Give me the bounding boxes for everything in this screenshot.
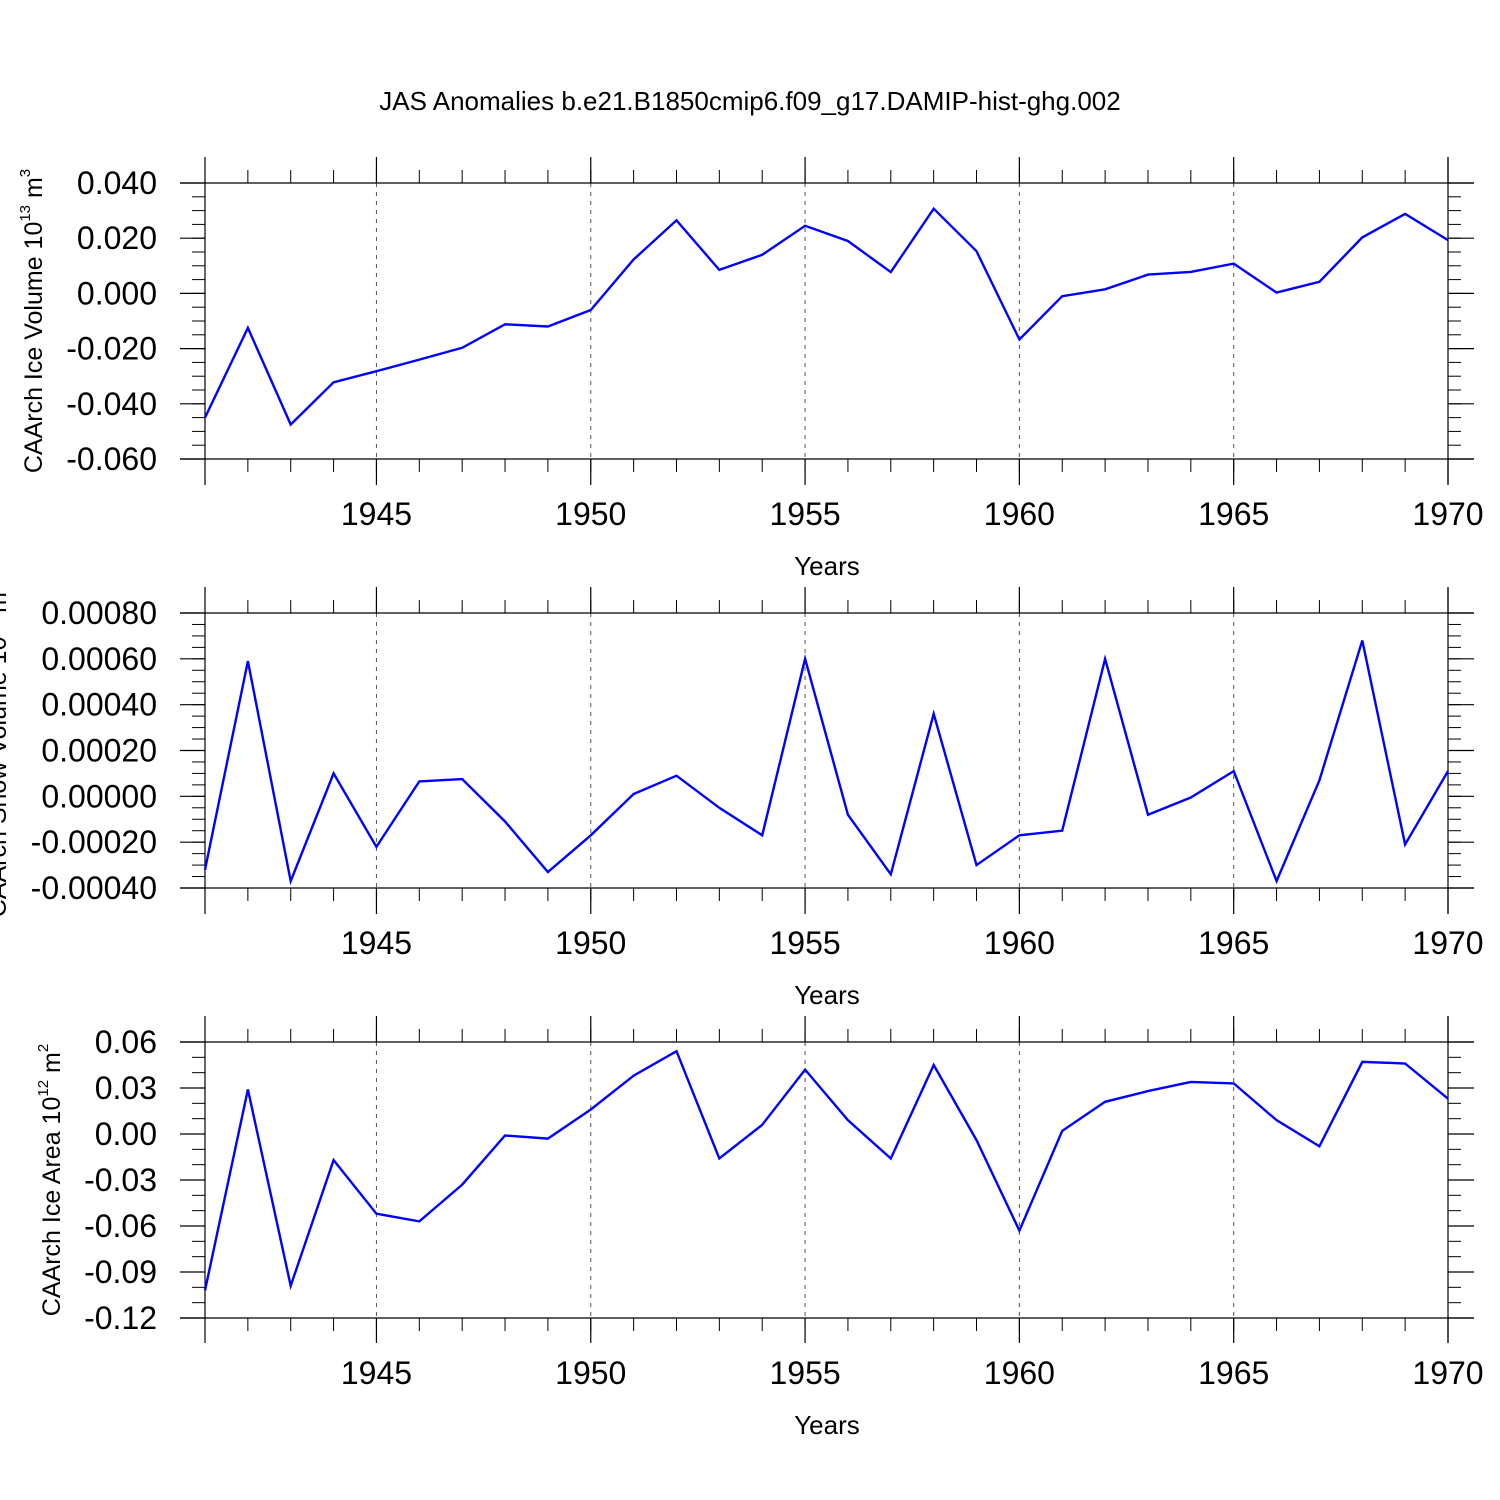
y-tick-label: -0.00040 xyxy=(31,870,157,906)
x-tick-label: 1950 xyxy=(555,1355,626,1391)
y-tick-label: 0.040 xyxy=(77,165,157,201)
y-tick-label: -0.00020 xyxy=(31,824,157,860)
y-tick-label: -0.040 xyxy=(66,386,157,422)
panel-3: 1945 1950 1955 1960 1965 1970 Years -0.12 -0.09 -… xyxy=(35,1016,1484,1440)
x-tick-label: 1945 xyxy=(341,496,412,532)
x-axis-label: Years xyxy=(794,551,860,581)
y-tick-label: 0.00080 xyxy=(41,595,157,631)
y-axis-label-text: CAArch Snow Volume 10 xyxy=(0,637,12,918)
series-line-caarch-ice-volume xyxy=(203,206,1449,427)
y-axis-label: CAArch Ice Area 1012 m2 xyxy=(35,1044,66,1316)
y-tick-label: 0.03 xyxy=(95,1070,157,1106)
x-tick-label: 1970 xyxy=(1412,1355,1483,1391)
x-tick-label: 1945 xyxy=(341,925,412,961)
panel-2: 1945 1950 1955 1960 1965 1970 Years -0.00040 -0.… xyxy=(0,584,1484,1010)
y-tick-label: 0.00020 xyxy=(41,733,157,769)
y-tick-label: -0.03 xyxy=(84,1162,157,1198)
y-axis-label-text: CAArch Ice Volume 10 xyxy=(20,222,48,474)
y-axis-label-unit-exponent: 2 xyxy=(35,1044,52,1052)
y-axis-label-text: CAArch Ice Area 10 xyxy=(38,1097,66,1317)
y-axis-label-unit: m xyxy=(38,1052,66,1080)
series-line-caarch-ice-area xyxy=(203,1049,1449,1291)
x-tick-label: 1970 xyxy=(1412,496,1483,532)
y-axis-label: CAArch Snow Volume 1013 m3 xyxy=(0,584,12,918)
x-tick-label: 1965 xyxy=(1198,1355,1269,1391)
x-tick-label: 1960 xyxy=(984,925,1055,961)
x-tick-label: 1955 xyxy=(769,496,840,532)
y-axis-label-unit: m xyxy=(0,592,12,620)
y-tick-label: -0.020 xyxy=(66,331,157,367)
y-axis-label: CAArch Ice Volume 1013 m3 xyxy=(17,169,48,473)
y-tick-label: 0.020 xyxy=(77,220,157,256)
y-tick-label: -0.060 xyxy=(66,441,157,477)
y-tick-label: 0.00 xyxy=(95,1116,157,1152)
x-tick-label: 1965 xyxy=(1198,925,1269,961)
panel-1: 1945 1950 1955 1960 1965 1970 Years -0.060 -0.04… xyxy=(17,157,1484,581)
x-tick-label: 1955 xyxy=(769,925,840,961)
y-axis-label-unit: m xyxy=(20,177,48,205)
x-tick-label: 1955 xyxy=(769,1355,840,1391)
x-tick-label: 1970 xyxy=(1412,925,1483,961)
x-axis-label: Years xyxy=(794,1410,860,1440)
x-tick-label: 1965 xyxy=(1198,496,1269,532)
y-axis-label-unit-exponent: 3 xyxy=(17,169,34,177)
series-line-caarch-snow-volume xyxy=(203,640,1450,886)
y-tick-label: -0.09 xyxy=(84,1254,157,1290)
x-tick-label: 1950 xyxy=(555,925,626,961)
y-tick-label: -0.12 xyxy=(84,1300,157,1336)
x-tick-label: 1950 xyxy=(555,496,626,532)
y-tick-label: 0.00000 xyxy=(41,778,157,814)
y-axis-label-exponent: 12 xyxy=(35,1080,52,1097)
x-tick-label: 1960 xyxy=(984,496,1055,532)
y-tick-label: 0.00060 xyxy=(41,641,157,677)
y-tick-label: 0.00040 xyxy=(41,687,157,723)
x-tick-label: 1945 xyxy=(341,1355,412,1391)
x-tick-label: 1960 xyxy=(984,1355,1055,1391)
y-tick-label: 0.06 xyxy=(95,1024,157,1060)
y-tick-label: 0.000 xyxy=(77,275,157,311)
x-axis-label: Years xyxy=(794,980,860,1010)
y-axis-label-exponent: 13 xyxy=(17,205,34,222)
chart-title: JAS Anomalies b.e21.B1850cmip6.f09_g17.D… xyxy=(379,86,1120,116)
y-tick-label: -0.06 xyxy=(84,1208,157,1244)
